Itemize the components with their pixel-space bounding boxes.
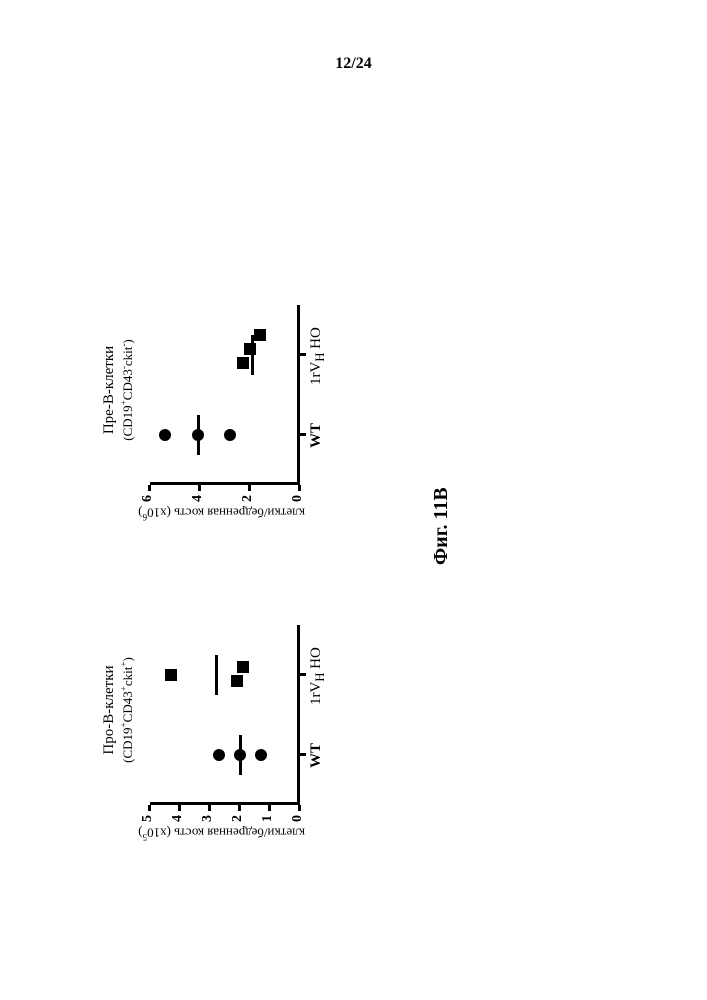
chart2-yaxis-label: клетки/бедренная кость (x106) [138,505,305,522]
chart2-yaxis [150,482,300,485]
figure-caption: Фиг. 11B [430,487,453,565]
chart2-xaxis [297,305,300,485]
chart2-plot: 0 2 4 6 [150,305,300,485]
page-number: 12/24 [0,55,707,73]
chart2-tick [298,485,301,491]
chart1-wt-point [255,749,267,761]
chart1-yaxis-label: клетки/бедренная кость (x105) [138,825,305,842]
chart1-xtick [300,753,306,756]
chart2-ho-point [254,329,266,341]
chart1-tick [268,805,271,811]
chart2-ticklabel-4: 4 [190,495,206,509]
chart1-plot: 0 1 2 3 4 5 [150,625,300,805]
chart1-ticklabel-4: 4 [170,815,186,829]
chart2-group: Пре-В-клетки (CD19+CD43-ckit-) клетки/бе… [100,280,330,540]
chart1-ticklabel-2: 2 [230,815,246,829]
chart1-ho-point [165,669,177,681]
chart2-ticklabel-0: 0 [290,495,306,509]
chart1-group: Про-В-клетки (CD19+CD43+ckit+) клетки/бе… [100,600,330,860]
chart2-ho-median [251,335,254,375]
chart2-tick [198,485,201,491]
chart1-xlabel-ho: 1rVH HO [308,647,328,705]
chart1-tick [238,805,241,811]
chart2-xlabel-ho: 1rVH HO [308,327,328,385]
chart1-title: Про-В-клетки (CD19+CD43+ckit+) [100,580,138,840]
chart1-title-line2: (CD19+CD43+ckit+) [120,657,135,763]
chart1-tick [298,805,301,811]
chart1-ticklabel-3: 3 [200,815,216,829]
chart2-ticklabel-2: 2 [240,495,256,509]
chart2-wt-point [159,429,171,441]
chart1-tick [178,805,181,811]
chart1-ticklabel-1: 1 [260,815,276,829]
chart2-title: Пре-В-клетки (CD19+CD43-ckit-) [100,260,138,520]
chart1-tick [208,805,211,811]
chart2-wt-point [224,429,236,441]
chart1-ho-median [215,655,218,695]
chart2-ticklabel-6: 6 [140,495,156,509]
chart1-wt-median [239,735,242,775]
chart2-tick [148,485,151,491]
chart1-tick [148,805,151,811]
chart2-ho-point [237,357,249,369]
chart2-ho-point [244,343,256,355]
chart1-xlabel-wt: WT [308,743,325,768]
chart1-ho-point [231,675,243,687]
chart1-yaxis [150,802,300,805]
chart2-wt-median [197,415,200,455]
chart2-tick [248,485,251,491]
chart1-wt-point [213,749,225,761]
chart2-xlabel-wt: WT [308,423,325,448]
chart1-ticklabel-0: 0 [290,815,306,829]
chart2-xtick [300,353,306,356]
chart2-xtick [300,433,306,436]
chart1-xaxis [297,625,300,805]
chart2-title-line2: (CD19+CD43-ckit-) [120,339,135,441]
chart1-xtick [300,673,306,676]
chart1-ticklabel-5: 5 [140,815,156,829]
chart2-title-line1: Пре-В-клетки [101,346,117,434]
chart1-ho-point [237,661,249,673]
chart1-title-line1: Про-В-клетки [101,665,117,754]
